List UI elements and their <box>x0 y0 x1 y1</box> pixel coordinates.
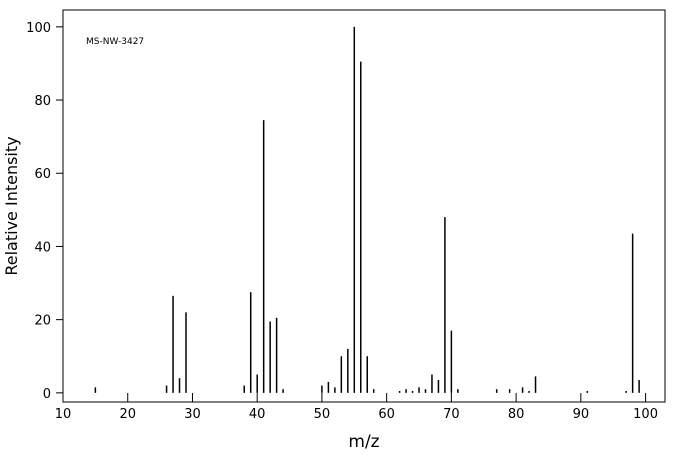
x-tick-label: 90 <box>573 407 590 422</box>
plot-frame <box>62 9 666 403</box>
x-axis-label: m/z <box>348 432 379 452</box>
y-tick-label: 100 <box>26 21 51 36</box>
y-tick-label: 60 <box>34 167 51 182</box>
annotation: MS-NW-3427 <box>86 37 144 47</box>
x-tick-label: 60 <box>378 407 395 422</box>
x-tick-label: 40 <box>249 407 266 422</box>
x-tick-label: 30 <box>184 407 201 422</box>
y-axis-label: Relative Intensity <box>2 136 21 275</box>
x-tick-label: 80 <box>508 407 525 422</box>
x-tick-label: 50 <box>314 407 331 422</box>
x-tick-label: 100 <box>633 407 658 422</box>
y-tick-label: 0 <box>43 387 51 402</box>
y-tick-label: 20 <box>34 314 51 329</box>
x-tick-label: 10 <box>55 407 72 422</box>
x-tick-label: 20 <box>119 407 136 422</box>
y-tick-label: 80 <box>34 94 51 109</box>
x-tick-label: 70 <box>443 407 460 422</box>
y-tick-label: 40 <box>34 240 51 255</box>
